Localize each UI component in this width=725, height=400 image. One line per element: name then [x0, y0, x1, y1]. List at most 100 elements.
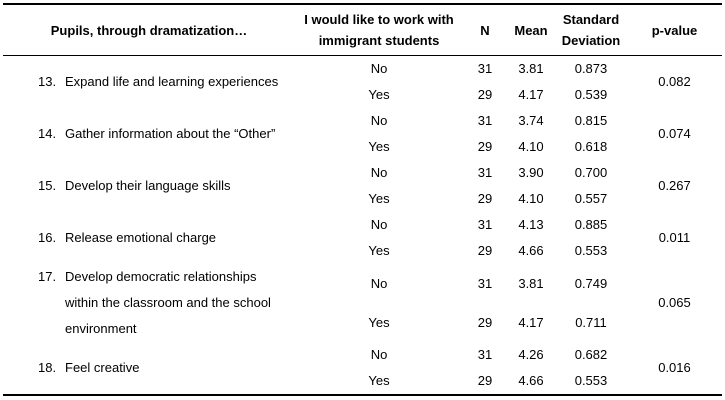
item-text: Feel creative [65, 360, 140, 375]
item-label-cell: 18. Feel creative [3, 342, 295, 395]
n-cell: 31 [477, 113, 493, 128]
item-text: Develop their language skills [65, 178, 231, 193]
sd-cell: 0.711 [575, 314, 607, 330]
item-text: Release emotional charge [65, 230, 217, 245]
p-value-cell: 0.074 [658, 126, 691, 141]
mean-cell: 3.74 [518, 113, 544, 128]
response-cell: Yes [368, 87, 390, 102]
sd-cell: 0.557 [574, 191, 608, 206]
table-header: Pupils, through dramatization… I would l… [3, 4, 722, 56]
item-number: 15. [38, 178, 57, 193]
sd-cell: 0.815 [574, 113, 608, 128]
response-cell: No [370, 113, 388, 128]
n-cell: 31 [477, 275, 493, 291]
header-sd-line2: Deviation [561, 33, 621, 48]
table-row: 16. Release emotional charge No 31 4.13 … [3, 212, 722, 245]
response-cell: No [370, 61, 388, 76]
item-label: 16. Release emotional charge [3, 225, 295, 251]
table-row: 14. Gather information about the “Other”… [3, 108, 722, 141]
header-mean: Mean [514, 22, 548, 38]
n-cell: 29 [477, 243, 493, 258]
n-cell: 29 [477, 373, 493, 388]
item-label: 14. Gather information about the “Other” [3, 121, 295, 147]
mean-cell: 4.17 [518, 314, 544, 330]
table-row: 17. Develop democratic relationships wit… [3, 264, 722, 336]
mean-cell: 4.13 [518, 217, 544, 232]
header-group: I would like to work with immigrant stud… [295, 4, 463, 56]
mean-cell: 4.10 [518, 139, 544, 154]
table-row: Yes 29 4.17 0.711 [3, 303, 722, 342]
table-row: Yes 29 4.10 0.557 [3, 186, 722, 212]
sd-cell: 0.682 [574, 347, 608, 362]
header-group-line2: immigrant students [318, 33, 440, 48]
response-cell: Yes [368, 314, 390, 330]
mean-cell: 3.81 [518, 275, 544, 291]
item-text: Develop democratic relationships within … [65, 269, 271, 336]
mean-cell: 4.17 [518, 87, 544, 102]
item-label-cell: 17. Develop democratic relationships wit… [3, 264, 295, 342]
sd-cell: 0.618 [574, 139, 608, 154]
item-label-cell: 14. Gather information about the “Other” [3, 108, 295, 160]
header-row: Pupils, through dramatization… I would l… [3, 4, 722, 56]
sd-cell: 0.553 [574, 243, 608, 258]
response-cell: Yes [368, 139, 390, 154]
n-cell: 29 [477, 87, 493, 102]
sd-cell: 0.873 [574, 61, 608, 76]
sd-cell: 0.749 [574, 275, 608, 291]
response-cell: No [370, 217, 388, 232]
p-value-cell: 0.011 [658, 230, 691, 245]
table-row: Yes 29 4.66 0.553 [3, 238, 722, 264]
item-text: Gather information about the “Other” [65, 126, 276, 141]
n-cell: 31 [477, 165, 493, 180]
item-label: 17. Develop democratic relationships wit… [3, 264, 295, 342]
item-label: 13. Expand life and learning experiences [3, 69, 295, 95]
p-value-cell: 0.082 [658, 74, 691, 89]
item-number: 18. [38, 360, 57, 375]
header-p-value: p-value [651, 22, 698, 38]
results-table: Pupils, through dramatization… I would l… [3, 3, 722, 396]
response-cell: No [370, 275, 388, 291]
response-cell: Yes [368, 243, 390, 258]
item-label-cell: 15. Develop their language skills [3, 160, 295, 212]
mean-cell: 4.66 [518, 373, 544, 388]
header-sd-line1: Standard [562, 12, 620, 27]
n-cell: 29 [477, 191, 493, 206]
response-cell: Yes [368, 191, 390, 206]
mean-cell: 4.10 [518, 191, 544, 206]
table-row: Yes 29 4.17 0.539 [3, 82, 722, 108]
item-number: 13. [38, 74, 57, 89]
table-row: Yes 29 4.10 0.618 [3, 134, 722, 160]
response-cell: No [370, 347, 388, 362]
n-cell: 29 [477, 139, 493, 154]
item-label: 18. Feel creative [3, 355, 295, 381]
table-row: 13. Expand life and learning experiences… [3, 56, 722, 89]
response-cell: No [370, 165, 388, 180]
table-body: 13. Expand life and learning experiences… [3, 56, 722, 396]
mean-cell: 4.26 [518, 347, 544, 362]
table-row: 15. Develop their language skills No 31 … [3, 160, 722, 193]
item-number: 14. [38, 126, 57, 141]
mean-cell: 4.66 [518, 243, 544, 258]
mean-cell: 3.81 [518, 61, 544, 76]
p-value-cell: 0.016 [658, 360, 691, 375]
header-sd: Standard Deviation [555, 4, 627, 56]
p-value-cell: 0.065 [658, 295, 691, 310]
response-cell: Yes [368, 373, 390, 388]
p-value-cell: 0.267 [658, 178, 691, 193]
sd-cell: 0.539 [574, 87, 608, 102]
item-number: 17. [38, 269, 57, 284]
sd-cell: 0.553 [574, 373, 608, 388]
header-group-line1: I would like to work with [304, 12, 454, 27]
mean-cell: 3.90 [518, 165, 544, 180]
sd-cell: 0.700 [574, 165, 608, 180]
header-n: N [480, 22, 490, 38]
item-label-cell: 16. Release emotional charge [3, 212, 295, 264]
item-label: 15. Develop their language skills [3, 173, 295, 199]
sd-cell: 0.885 [574, 217, 608, 232]
n-cell: 31 [477, 217, 493, 232]
item-number: 16. [38, 230, 57, 245]
item-label-cell: 13. Expand life and learning experiences [3, 56, 295, 109]
table-row: 18. Feel creative No 31 4.26 0.682 0.016 [3, 342, 722, 375]
header-items: Pupils, through dramatization… [50, 22, 248, 38]
